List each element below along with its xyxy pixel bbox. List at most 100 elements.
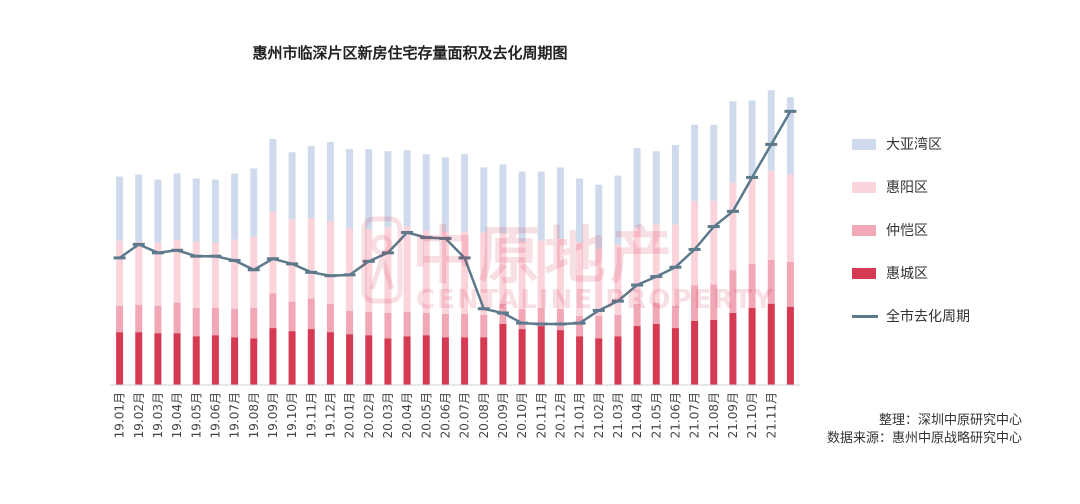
x-tick-label: 20.05月 — [419, 392, 433, 438]
line-point-marker — [305, 270, 318, 274]
bar-segment — [767, 170, 775, 260]
line-point-marker — [669, 265, 682, 269]
x-tick-label: 21.09月 — [726, 392, 740, 438]
bar-segment — [250, 338, 258, 385]
bar-segment — [422, 312, 430, 336]
line-point-marker — [631, 283, 644, 287]
compiled-by-text: 整理：深圳中原研究中心 — [878, 413, 1022, 428]
bar-segment — [537, 326, 545, 385]
bar-segment — [307, 218, 315, 299]
line-point-marker — [554, 322, 567, 326]
bar-segment — [652, 151, 660, 225]
line-point-marker — [190, 254, 203, 258]
bar-segment — [326, 332, 334, 385]
bar-segment — [614, 244, 622, 315]
bar-segment — [556, 167, 564, 239]
bars-layer — [116, 90, 794, 385]
bar-segment — [250, 168, 258, 237]
bar-segment — [192, 178, 200, 242]
x-tick-label: 21.08月 — [707, 392, 721, 438]
x-tick-label: 19.06月 — [208, 392, 222, 438]
bar-segment — [729, 182, 737, 271]
bar-segment — [729, 101, 737, 183]
x-tick-label: 19.01月 — [113, 392, 127, 438]
bar-segment — [748, 100, 756, 177]
x-tick-label: 19.07月 — [228, 392, 242, 438]
bar-segment — [288, 152, 296, 220]
bar-segment — [748, 264, 756, 308]
bar-segment — [173, 239, 181, 303]
bar-segment — [326, 221, 334, 304]
bar-segment — [307, 298, 315, 330]
bar-segment — [173, 173, 181, 240]
x-tick-label: 19.10月 — [285, 392, 299, 438]
x-tick-label: 20.04月 — [400, 392, 414, 438]
line-point-marker — [209, 254, 222, 258]
line-point-marker — [516, 321, 529, 325]
bar-segment — [691, 200, 699, 286]
bar-segment — [422, 154, 430, 231]
x-tick-label: 21.07月 — [688, 392, 702, 438]
bar-segment — [518, 171, 526, 242]
bar-segment — [729, 312, 737, 385]
bar-segment — [326, 303, 334, 333]
x-tick-label: 19.11月 — [304, 392, 318, 438]
legend-color-swatch — [852, 181, 876, 193]
bar-segment — [231, 337, 239, 385]
line-point-marker — [171, 248, 184, 252]
bar-segment — [556, 308, 564, 331]
bar-segment — [441, 157, 449, 232]
x-tick-labels: 19.01月 19.02月 19.03月 19.04月 19.05月 19.06月 19.0… — [113, 392, 779, 438]
line-point-marker — [286, 262, 299, 266]
bar-segment — [556, 238, 564, 309]
bar-segment — [480, 337, 488, 385]
x-tick-label: 19.05月 — [189, 392, 203, 438]
line-point-marker — [362, 259, 375, 263]
bar-segment — [441, 313, 449, 338]
legend-item: 全市去化周期 — [852, 306, 970, 326]
bar-segment — [288, 301, 296, 332]
line-point-marker — [784, 109, 797, 113]
data-source-text: 数据来源：惠州中原战略研究中心 — [826, 431, 1022, 446]
line-point-marker — [458, 256, 471, 260]
bar-segment — [691, 285, 699, 321]
x-tick-label: 20.01月 — [343, 392, 357, 438]
bar-segment — [461, 154, 469, 232]
bar-segment — [403, 336, 411, 385]
bar-segment — [384, 151, 392, 228]
x-tick-label: 20.11月 — [534, 392, 548, 438]
legend-label: 仲恺区 — [886, 223, 928, 239]
line-point-marker — [535, 322, 548, 326]
x-tick-label: 20.08月 — [477, 392, 491, 438]
bar-segment — [576, 336, 584, 385]
bar-segment — [154, 179, 162, 243]
line-point-marker — [343, 273, 356, 277]
legend-label: 惠阳区 — [886, 180, 928, 196]
line-layer — [113, 109, 797, 326]
x-tick-label: 20.10月 — [515, 392, 529, 438]
legend-label: 惠城区 — [886, 266, 928, 282]
bar-segment — [192, 336, 200, 385]
bar-segment — [576, 315, 584, 337]
bar-segment — [499, 164, 507, 234]
bar-segment — [441, 231, 449, 314]
x-tick-label: 19.02月 — [132, 392, 146, 438]
bar-segment — [307, 329, 315, 385]
x-tick-label: 19.03月 — [151, 392, 165, 438]
bar-segment — [346, 149, 354, 229]
bar-segment — [786, 97, 794, 175]
bar-segment — [633, 227, 641, 304]
turnover-cycle-line — [118, 110, 792, 326]
source-note: 整理：深圳中原研究中心 数据来源：惠州中原战略研究中心 — [827, 412, 1022, 448]
bar-segment — [365, 311, 373, 336]
x-tick-label: 20.06月 — [438, 392, 452, 438]
line-point-marker — [726, 209, 739, 213]
bar-segment — [461, 313, 469, 338]
x-tick-label: 19.12月 — [323, 392, 337, 438]
bar-segment — [384, 312, 392, 339]
line-point-marker — [592, 308, 605, 312]
x-tick-label: 20.03月 — [381, 392, 395, 438]
bar-segment — [614, 175, 622, 245]
legend-line-swatch — [852, 314, 878, 318]
bar-segment — [269, 328, 277, 385]
